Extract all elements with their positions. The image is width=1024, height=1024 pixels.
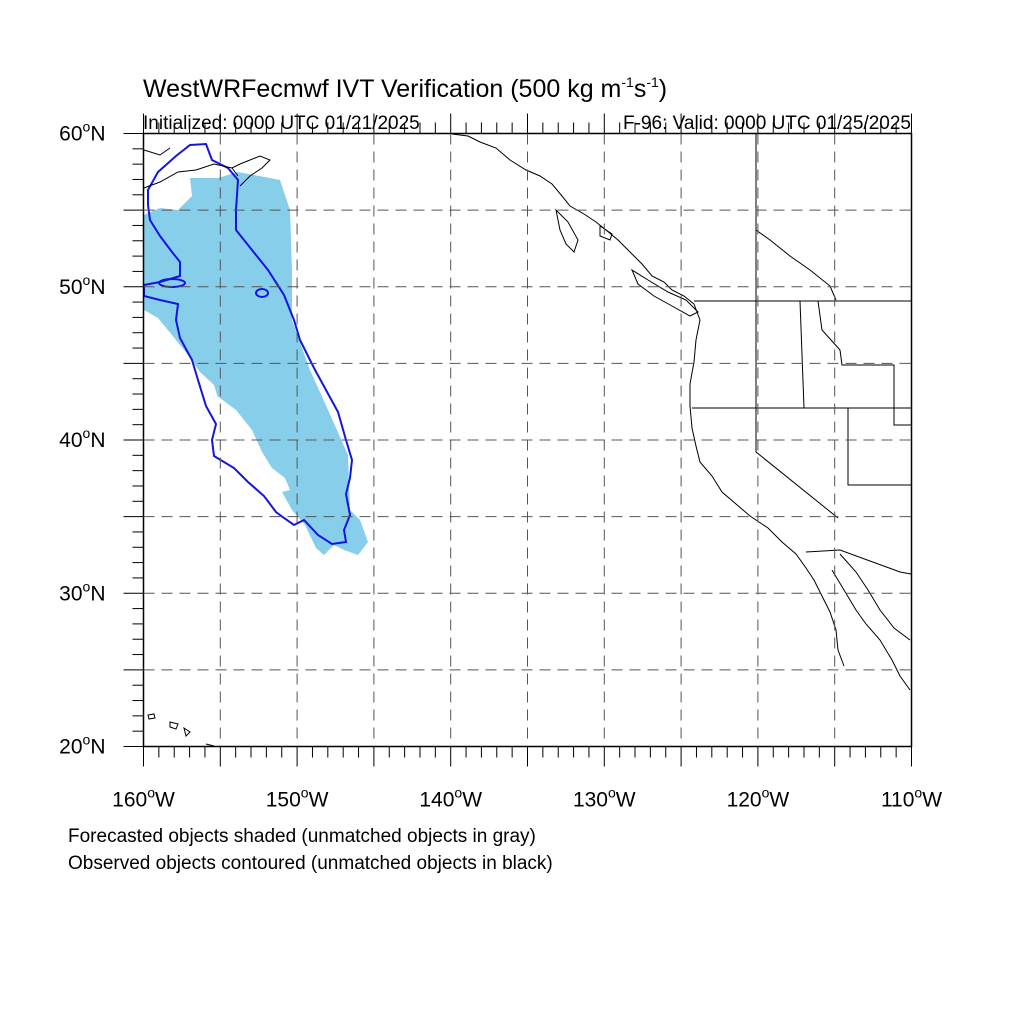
lon-label-degree: 110 [881,789,914,812]
lon-label: 120oW [727,785,790,812]
observed-caption: Observed objects contoured (unmatched ob… [68,853,553,874]
coastlines [143,133,912,747]
lon-label-hemisphere: W [309,789,329,812]
longitude-labels: 160oW 150oW 140oW 130oW 120oW 110oW [112,785,942,812]
map-title: WestWRFecmwf IVT Verification (500 kg m-… [143,74,667,103]
lat-label-hemisphere: N [90,736,105,759]
lat-label: 30oN [59,578,105,605]
valid-label: F-96: Valid: 0000 UTC 01/25/2025 [623,113,911,134]
lat-label-hemisphere: N [90,582,105,605]
lon-label-degree: 130 [573,789,608,812]
lat-label-degree: 50 [59,276,82,299]
state-boundaries [692,134,912,575]
lon-label-degree: 150 [266,789,301,812]
vancouver-island [630,268,699,317]
panhandle-coast [451,133,695,305]
bc-islands [555,208,613,253]
lon-label-degree: 140 [419,789,454,812]
forecast-object-gap [212,392,290,492]
degree-symbol: o [914,785,922,801]
us-west-coast [689,303,845,667]
lon-label: 150oW [266,785,329,812]
lat-label: 60oN [59,119,105,146]
lat-label-hemisphere: N [90,429,105,452]
lon-label: 110oW [881,785,942,812]
tick-marks [123,113,912,767]
lat-label-hemisphere: N [90,276,105,299]
degree-symbol: o [83,732,91,748]
observed-object-small-contour-2 [255,288,269,298]
lon-label-hemisphere: W [769,789,789,812]
lon-label-hemisphere: W [922,789,942,812]
degree-symbol: o [83,425,91,441]
lat-label-degree: 20 [59,736,82,759]
lat-label: 40oN [59,425,105,452]
degree-symbol: o [83,119,91,135]
lat-label-degree: 30 [59,582,82,605]
degree-symbol: o [147,785,155,801]
lat-label-degree: 60 [59,123,82,146]
degree-symbol: o [454,785,462,801]
lon-label: 140oW [419,785,482,812]
lon-label-degree: 160 [112,789,147,812]
graticule [143,133,912,747]
degree-symbol: o [762,785,770,801]
forecast-caption: Forecasted objects shaded (unmatched obj… [68,826,536,847]
lon-label-hemisphere: W [462,789,482,812]
lon-label: 160oW [112,785,175,812]
hawaii-islands [147,713,215,747]
lat-label: 50oN [59,272,105,299]
degree-symbol: o [301,785,309,801]
lon-label-hemisphere: W [616,789,636,812]
degree-symbol: o [83,272,91,288]
degree-symbol: o [608,785,616,801]
lon-label-degree: 120 [727,789,762,812]
degree-symbol: o [83,578,91,594]
lat-label-hemisphere: N [90,123,105,146]
lon-label-hemisphere: W [155,789,175,812]
lat-label: 20oN [59,732,105,759]
alaska-coast [143,147,271,189]
lat-label-degree: 40 [59,429,82,452]
lon-label: 130oW [573,785,636,812]
